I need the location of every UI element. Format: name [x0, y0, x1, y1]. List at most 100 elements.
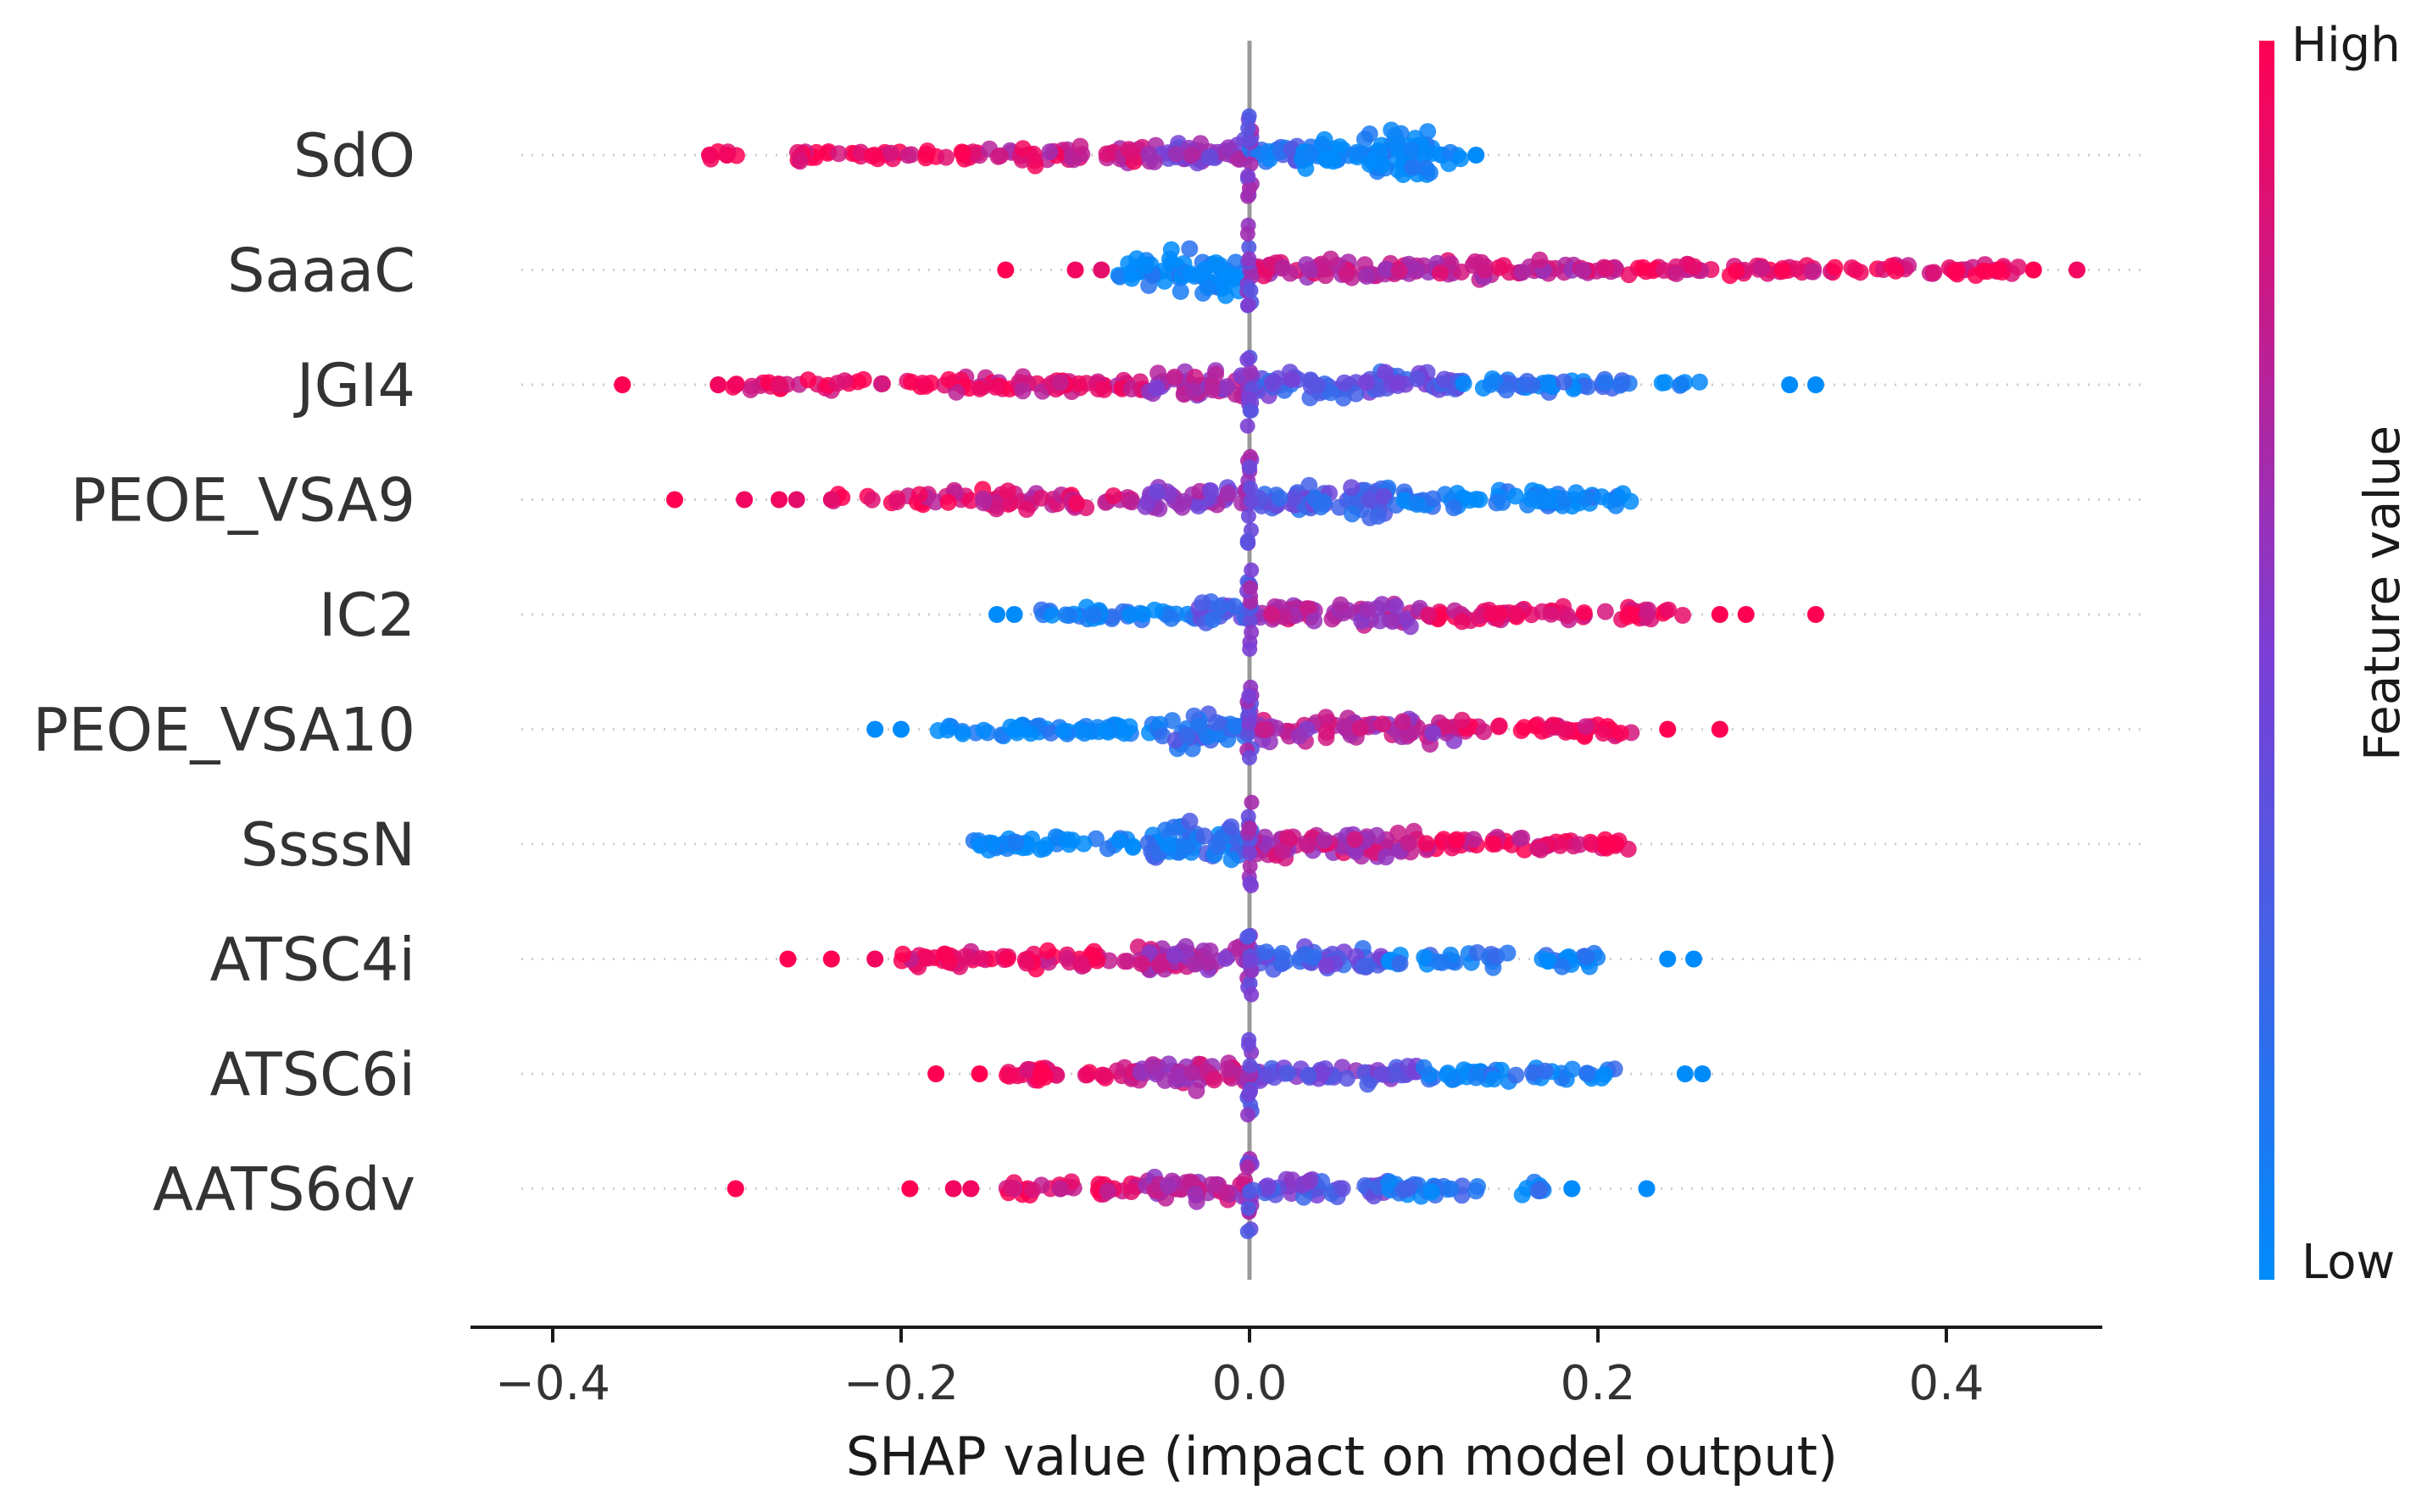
- shap-point: [1301, 1172, 1318, 1190]
- shap-point: [1297, 945, 1315, 963]
- shap-point: [1116, 725, 1133, 742]
- shap-point: [1452, 150, 1469, 168]
- shap-point: [1442, 1180, 1460, 1198]
- shap-point: [1209, 837, 1227, 855]
- shap-point: [1218, 1184, 1236, 1202]
- shap-point: [1737, 606, 1755, 623]
- shap-point: [975, 494, 993, 512]
- shap-point: [899, 147, 917, 164]
- shap-point: [1100, 952, 1118, 970]
- shap-point: [742, 381, 760, 398]
- shap-point: [799, 371, 817, 389]
- shap-point: [1201, 942, 1219, 959]
- shap-point: [1002, 1179, 1020, 1197]
- shap-point: [718, 147, 736, 164]
- shap-point: [1883, 257, 1901, 275]
- shap-point: [1946, 264, 1964, 281]
- shap-point: [1333, 1180, 1351, 1198]
- shap-point: [1571, 836, 1589, 853]
- shap-point: [1316, 267, 1334, 285]
- shap-point: [1146, 601, 1163, 619]
- shap-point: [1088, 952, 1106, 970]
- shap-point: [1408, 496, 1426, 513]
- shap-point: [999, 950, 1016, 968]
- shap-point: [1391, 954, 1409, 972]
- shap-point: [1239, 1159, 1255, 1176]
- shap-point: [2009, 258, 2027, 276]
- shap-point: [1148, 483, 1166, 501]
- feature-label: ATSC4i: [209, 926, 415, 995]
- shap-point: [1239, 929, 1255, 945]
- shap-point: [1097, 722, 1115, 740]
- shap-point: [1529, 1182, 1547, 1199]
- row-guide-lines: [521, 153, 2145, 1190]
- shap-point: [1389, 374, 1406, 392]
- shap-point: [988, 606, 1005, 623]
- shap-point: [1373, 596, 1391, 614]
- x-tick-label: 0.0: [1211, 1356, 1287, 1411]
- shap-point: [1660, 601, 1678, 619]
- shap-point: [1373, 1065, 1391, 1083]
- shap-point: [1967, 267, 1984, 284]
- shap-point: [710, 376, 727, 393]
- shap-point: [1051, 1180, 1069, 1198]
- shap-point: [1166, 947, 1183, 964]
- shap-point: [1154, 727, 1172, 745]
- shap-point: [1227, 717, 1245, 735]
- shap-point: [1299, 837, 1316, 854]
- shap-point: [1057, 606, 1075, 624]
- shap-point: [1244, 794, 1260, 810]
- shap-point: [1355, 957, 1373, 975]
- shap-point: [1007, 834, 1025, 851]
- shap-point: [1211, 598, 1229, 616]
- shap-point: [1597, 259, 1615, 277]
- shap-point: [1264, 374, 1281, 392]
- shap-point: [1072, 137, 1089, 155]
- shap-point: [1773, 262, 1791, 280]
- shap-point: [1416, 948, 1433, 966]
- shap-point: [1843, 259, 1861, 276]
- shap-point: [1596, 603, 1614, 620]
- shap-point: [1685, 258, 1703, 275]
- shap-point: [1781, 376, 1799, 393]
- shap-point: [1222, 851, 1240, 869]
- shap-point: [1499, 944, 1517, 962]
- shap-point: [1455, 375, 1472, 392]
- shap-point: [1351, 720, 1369, 737]
- feature-label: SaaaC: [227, 236, 415, 306]
- shap-point: [1241, 108, 1257, 124]
- shap-point: [1133, 955, 1150, 972]
- shap-point: [1383, 613, 1401, 631]
- shap-point: [1639, 601, 1657, 619]
- shap-point: [1398, 610, 1416, 628]
- shap-point: [1202, 482, 1220, 500]
- shap-point: [1575, 604, 1593, 621]
- shap-point: [1293, 149, 1311, 167]
- shap-point: [1068, 494, 1086, 512]
- shap-point: [1433, 605, 1450, 623]
- shap-point: [1464, 257, 1482, 275]
- shap-point: [1189, 498, 1207, 514]
- shap-point: [1390, 262, 1408, 280]
- shap-point: [1075, 835, 1093, 853]
- shap-point: [1041, 143, 1059, 161]
- shap-point: [1205, 1071, 1223, 1089]
- shap-point: [1241, 750, 1257, 766]
- shap-point: [1156, 1071, 1174, 1089]
- shap-point: [1925, 264, 1943, 281]
- shap-point: [1375, 487, 1393, 505]
- shap-point: [954, 144, 971, 162]
- shap-point: [1513, 264, 1531, 281]
- shap-point: [1098, 145, 1116, 163]
- shap-point: [1066, 261, 1084, 279]
- shap-point: [1305, 612, 1323, 630]
- shap-point: [1285, 489, 1303, 507]
- shap-point: [1453, 711, 1471, 729]
- feature-labels: SdO SaaaC JGI4 PEOE_VSA9 IC2 PEOE_VSA10 SsssN A…: [33, 121, 415, 1225]
- shap-point: [1227, 940, 1245, 957]
- shap-point: [1122, 1183, 1140, 1200]
- shap-point: [1140, 145, 1158, 163]
- shap-point: [1242, 459, 1258, 475]
- shap-point: [1242, 364, 1258, 380]
